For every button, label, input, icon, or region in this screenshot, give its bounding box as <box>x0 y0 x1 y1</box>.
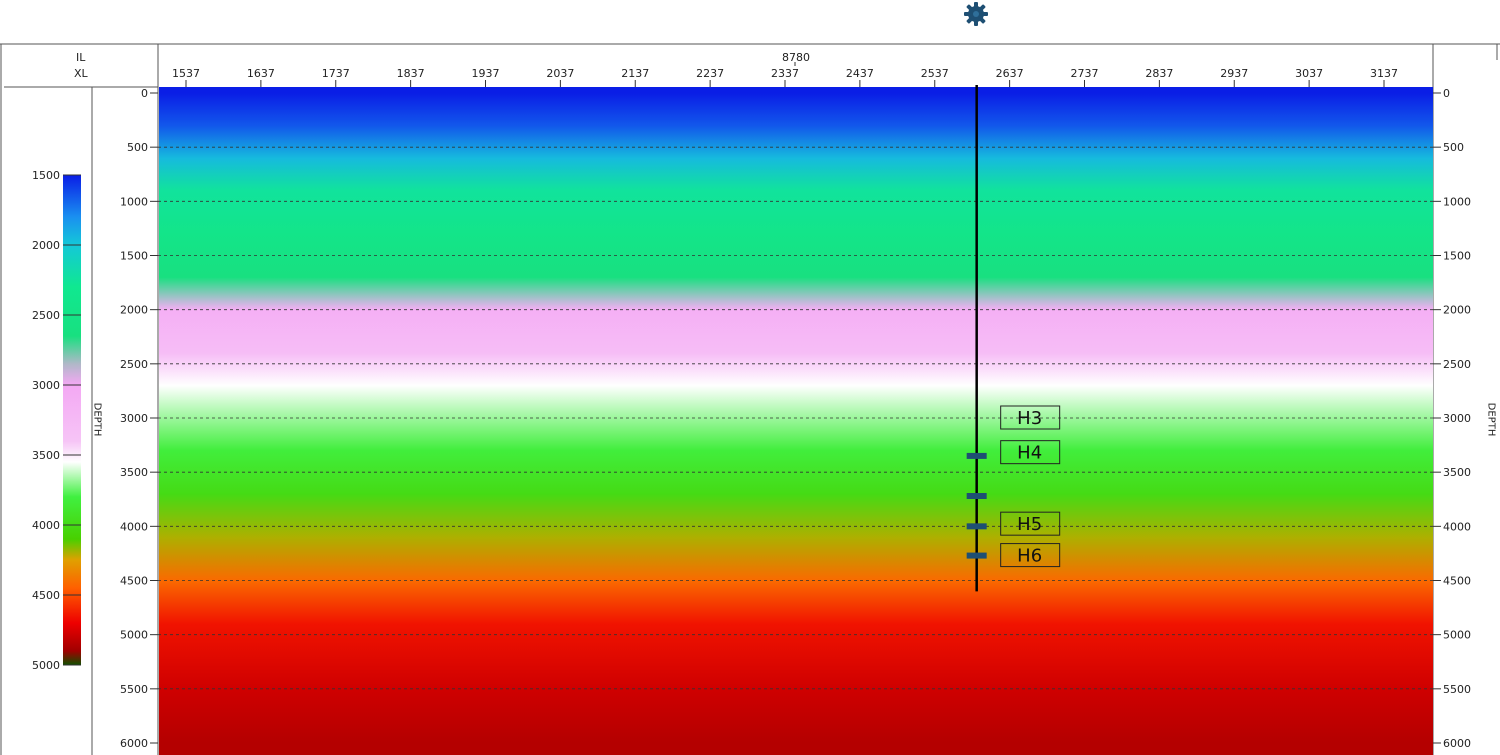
depth-tick-label-right: 4000 <box>1443 520 1471 533</box>
depth-tick-label-right: 500 <box>1443 141 1464 154</box>
depth-tick-label-left: 1500 <box>120 250 148 263</box>
depth-tick-label-right: 0 <box>1443 87 1450 100</box>
depth-axis-label-right: DEPTH <box>1485 402 1497 437</box>
depth-tick-label-right: 5000 <box>1443 629 1471 642</box>
depth-axis-label-left: DEPTH <box>91 402 103 437</box>
depth-tick-label-left: 6000 <box>120 737 148 750</box>
velocity-heatmap-top <box>159 87 1433 93</box>
xl-tick-label: 2437 <box>846 67 874 80</box>
horizon-box <box>1000 543 1061 568</box>
depth-tick-label-right: 1000 <box>1443 195 1471 208</box>
xl-tick-label: 2937 <box>1220 67 1248 80</box>
colorbar-tick-label: 1500 <box>32 169 60 182</box>
depth-tick-label-right: 2500 <box>1443 358 1471 371</box>
xl-tick-label: 2537 <box>921 67 949 80</box>
xl-tick-label: 2637 <box>996 67 1024 80</box>
velocity-heatmap-bottom <box>159 743 1433 755</box>
depth-tick-label-left: 4000 <box>120 520 148 533</box>
xl-tick-label: 2137 <box>621 67 649 80</box>
inline-number: 8780 <box>782 51 810 64</box>
xl-tick-label: 1937 <box>472 67 500 80</box>
horizon-name: H3 <box>1017 408 1042 429</box>
depth-tick-label-left: 500 <box>127 141 148 154</box>
depth-tick-label-right: 6000 <box>1443 737 1471 750</box>
colorbar-tick-label: 3500 <box>32 449 60 462</box>
depth-tick-label-left: 2000 <box>120 304 148 317</box>
colorbar-tick-label: 2000 <box>32 239 60 252</box>
colorbar-tick-label: 5000 <box>32 659 60 672</box>
horizon-box <box>1000 440 1061 465</box>
xl-tick-label: 2037 <box>546 67 574 80</box>
horizon-label-h4: H4 <box>1000 440 1061 465</box>
horizon-box <box>1000 511 1061 536</box>
xl-tick-label: 1837 <box>397 67 425 80</box>
depth-tick-label-right: 3500 <box>1443 466 1471 479</box>
colorbar-tick-label: 4000 <box>32 519 60 532</box>
xl-tick-label: 2237 <box>696 67 724 80</box>
horizon-name: H6 <box>1017 546 1042 567</box>
depth-tick-label-left: 3000 <box>120 412 148 425</box>
depth-tick-label-left: 0 <box>141 87 148 100</box>
depth-tick-label-right: 1500 <box>1443 250 1471 263</box>
depth-tick-label-left: 5000 <box>120 629 148 642</box>
xl-tick-label: 1737 <box>322 67 350 80</box>
xl-tick-label: 3137 <box>1370 67 1398 80</box>
depth-tick-label-right: 5500 <box>1443 683 1471 696</box>
depth-tick-label-right: 3000 <box>1443 412 1471 425</box>
colorbar-tick-label: 4500 <box>32 589 60 602</box>
well-gear-icon[interactable] <box>962 0 990 28</box>
horizon-name: H4 <box>1017 443 1042 464</box>
horizon-name: H5 <box>1017 514 1042 535</box>
il-label: IL <box>76 51 86 64</box>
well-marker <box>966 552 987 559</box>
horizon-box <box>1000 405 1061 430</box>
well-marker <box>966 493 987 499</box>
horizon-label-h3: H3 <box>1000 405 1061 430</box>
horizon-label-h6: H6 <box>1000 543 1061 568</box>
horizon-label-h5: H5 <box>1000 511 1061 536</box>
xl-tick-label: 2837 <box>1145 67 1173 80</box>
depth-tick-label-left: 3500 <box>120 466 148 479</box>
xl-tick-label: 2337 <box>771 67 799 80</box>
colorbar <box>63 175 81 665</box>
xl-tick-label: 1537 <box>172 67 200 80</box>
well-marker <box>966 523 987 530</box>
well-marker <box>966 452 987 459</box>
depth-tick-label-left: 2500 <box>120 358 148 371</box>
depth-tick-label-left: 5500 <box>120 683 148 696</box>
xl-tick-label: 2737 <box>1071 67 1099 80</box>
colorbar-tick-label: 3000 <box>32 379 60 392</box>
depth-tick-label-left: 4500 <box>120 575 148 588</box>
xl-tick-label: 3037 <box>1295 67 1323 80</box>
colorbar-tick-label: 2500 <box>32 309 60 322</box>
depth-tick-label-right: 4500 <box>1443 575 1471 588</box>
depth-tick-label-left: 1000 <box>120 195 148 208</box>
xl-tick-label: 1637 <box>247 67 275 80</box>
xl-label: XL <box>74 67 88 80</box>
depth-tick-label-right: 2000 <box>1443 304 1471 317</box>
